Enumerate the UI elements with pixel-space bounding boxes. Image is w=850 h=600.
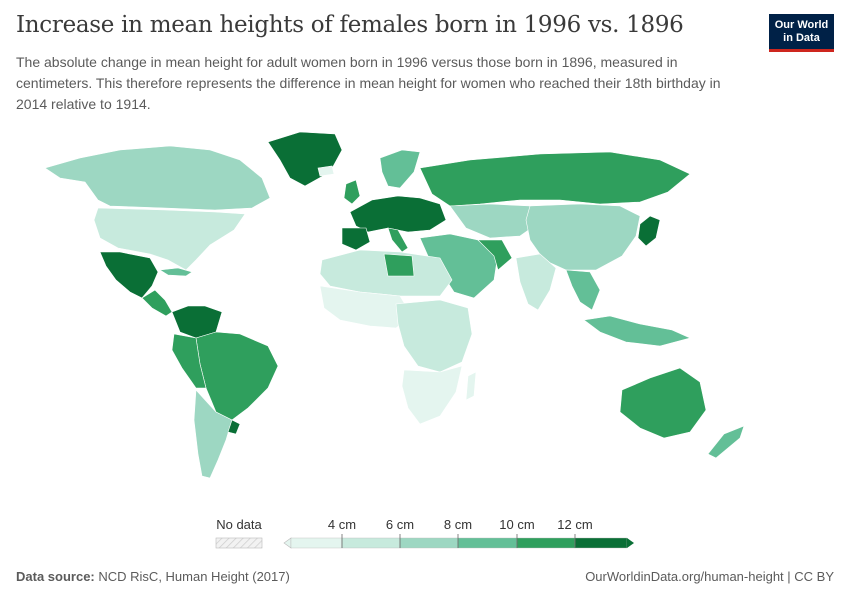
region-india[interactable]	[515, 253, 557, 311]
region-southeast-asia[interactable]	[565, 269, 601, 311]
legend-arrow-low	[283, 537, 292, 549]
world-map-svg	[44, 131, 745, 479]
legend-bin-6[interactable]	[574, 537, 628, 549]
region-iran[interactable]	[477, 239, 513, 271]
region-australia[interactable]	[619, 367, 707, 439]
region-russia[interactable]	[419, 151, 691, 207]
region-japan-korea[interactable]	[637, 215, 661, 247]
chart-title: Increase in mean heights of females born…	[16, 12, 684, 38]
region-indonesia[interactable]	[583, 315, 691, 347]
region-madagascar[interactable]	[465, 371, 477, 401]
footer-source: Data source: NCD RisC, Human Height (201…	[16, 569, 290, 584]
region-central-africa[interactable]	[395, 299, 473, 373]
region-uruguay[interactable]	[227, 419, 241, 435]
legend-bin-4[interactable]	[457, 537, 518, 549]
region-usa[interactable]	[93, 207, 246, 271]
region-west-africa[interactable]	[319, 285, 413, 329]
legend-arrow-high	[627, 538, 634, 548]
legend-bin-5[interactable]	[516, 537, 576, 549]
footer-source-label: Data source:	[16, 569, 95, 584]
legend-svg: No data 4 cm 6 cm 8 cm 10 cm 12 cm	[215, 517, 634, 549]
logo-line-2: in Data	[783, 32, 820, 44]
region-iberia[interactable]	[341, 227, 371, 251]
region-canada[interactable]	[44, 145, 271, 211]
legend-no-data-label: No data	[216, 517, 262, 532]
world-map	[0, 120, 850, 510]
footer-url-link[interactable]: OurWorldinData.org/human-height | CC BY	[585, 569, 834, 584]
region-uk[interactable]	[343, 179, 361, 205]
region-andes[interactable]	[171, 333, 207, 389]
region-southern-africa[interactable]	[401, 365, 463, 425]
legend-bin-3[interactable]	[399, 537, 459, 549]
region-caribbean[interactable]	[159, 267, 193, 277]
footer-source-text: NCD RisC, Human Height (2017)	[98, 569, 290, 584]
legend-bin-2[interactable]	[341, 537, 401, 549]
region-north-africa[interactable]	[319, 249, 453, 297]
chart-subtitle: The absolute change in mean height for a…	[16, 54, 721, 112]
region-china[interactable]	[525, 203, 641, 271]
legend-bin-1[interactable]	[290, 537, 343, 549]
region-new-zealand[interactable]	[707, 425, 745, 459]
region-mexico[interactable]	[99, 251, 159, 299]
legend-tick-label-3: 8 cm	[444, 517, 472, 532]
legend-tick-label-1: 4 cm	[328, 517, 356, 532]
legend-no-data-swatch	[215, 537, 263, 549]
region-greenland[interactable]	[267, 131, 343, 187]
legend-tick-label-2: 6 cm	[386, 517, 414, 532]
region-italy[interactable]	[387, 227, 409, 253]
region-scandinavia[interactable]	[379, 149, 421, 189]
owid-logo[interactable]: Our World in Data	[769, 14, 834, 52]
region-colombia-venezuela[interactable]	[171, 305, 223, 339]
logo-line-1: Our World	[774, 19, 829, 31]
legend-tick-label-5: 12 cm	[557, 517, 592, 532]
map-legend: No data 4 cm 6 cm 8 cm 10 cm 12 cm	[0, 512, 850, 557]
region-southern-cone[interactable]	[193, 389, 233, 479]
region-central-america[interactable]	[141, 289, 173, 317]
region-libya[interactable]	[383, 253, 415, 277]
legend-tick-label-4: 10 cm	[499, 517, 534, 532]
region-western-europe[interactable]	[349, 195, 447, 233]
region-iceland[interactable]	[317, 165, 335, 177]
